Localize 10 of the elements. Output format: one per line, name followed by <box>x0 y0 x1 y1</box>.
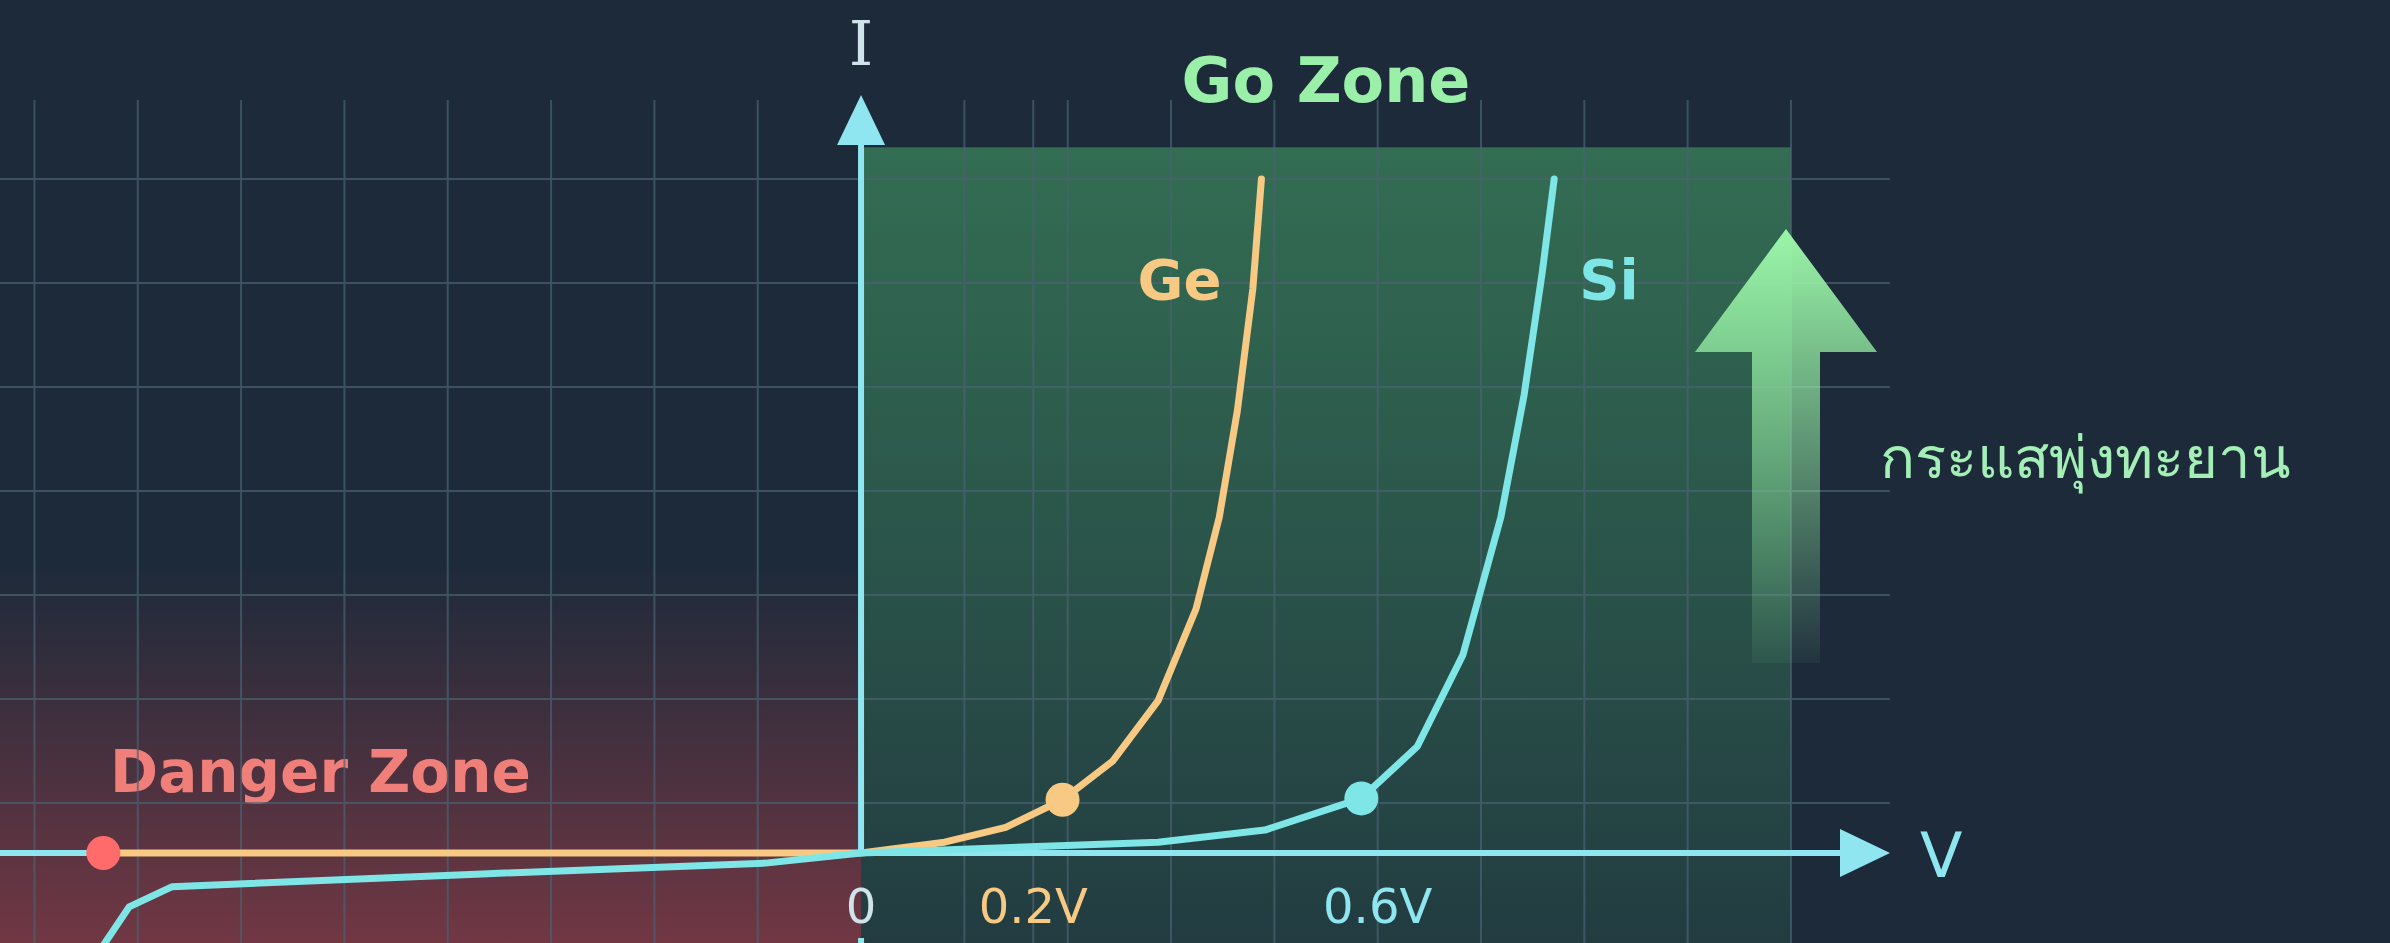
x-tick-label: 0.6V <box>1323 878 1433 934</box>
x-axis-title: V <box>1920 819 1963 892</box>
series-label: Ge <box>1137 247 1222 312</box>
band-label: Danger Zone <box>110 738 531 806</box>
series-label: Si <box>1579 247 1639 312</box>
annotation: กระแสพุ่งทะยาน <box>1880 424 2291 494</box>
band-label: Go Zone <box>1181 44 1471 118</box>
x-tick-label: 0 <box>845 878 877 934</box>
x-tick-label: 0.2V <box>978 878 1089 934</box>
y-axis-title: I <box>848 7 874 80</box>
